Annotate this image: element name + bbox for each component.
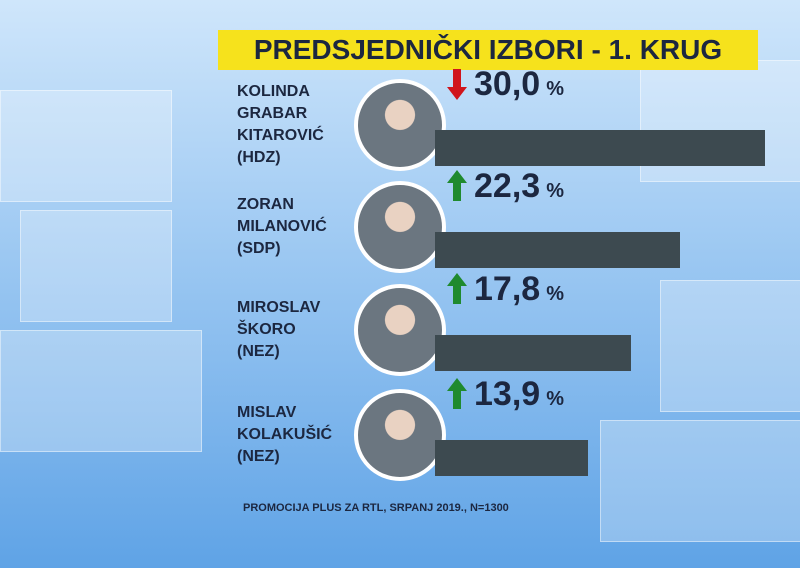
trend-arrow-shape [447,69,467,100]
trend-arrow-shape [447,273,467,304]
value-unit: % [546,180,564,202]
background-cube [600,420,800,542]
value-label-group: 17,8% [474,270,564,309]
value-label: 22,3 [474,167,541,205]
candidate-photo [354,389,446,481]
bar [435,335,631,371]
chart-title: PREDSJEDNIČKI IZBORI - 1. KRUG [218,30,758,70]
value-label: 30,0 [474,65,541,103]
value-label-group: 13,9% [474,375,564,414]
background-cube [0,330,202,452]
trend-arrow-shape [447,170,467,201]
candidate-photo [354,181,446,273]
trend-arrow [447,170,467,201]
candidate-name: MIROSLAV ŠKORO (NEZ) [237,299,321,360]
candidate-name: ZORAN MILANOVIĆ (SDP) [237,196,327,257]
trend-arrow [447,273,467,304]
value-label-group: 30,0% [474,65,564,104]
bar [435,130,765,166]
value-label: 17,8 [474,270,541,308]
value-unit: % [546,388,564,410]
bar [435,232,681,268]
background-cube [660,280,800,412]
value-label: 13,9 [474,375,541,413]
source-note: PROMOCIJA PLUS ZA RTL, SRPANJ 2019., N=1… [243,502,509,514]
background-cube [20,210,172,322]
background-cube [0,90,172,202]
candidate-name: KOLINDA GRABAR KITAROVIĆ (HDZ) [237,83,324,166]
candidate-photo [354,79,446,171]
candidate-photo [354,284,446,376]
candidate-name: MISLAV KOLAKUŠIĆ (NEZ) [237,404,333,465]
value-label-group: 22,3% [474,167,564,206]
value-unit: % [546,283,564,305]
value-unit: % [546,78,564,100]
trend-arrow [447,69,467,100]
trend-arrow-shape [447,378,467,409]
bar [435,440,588,476]
trend-arrow [447,378,467,409]
